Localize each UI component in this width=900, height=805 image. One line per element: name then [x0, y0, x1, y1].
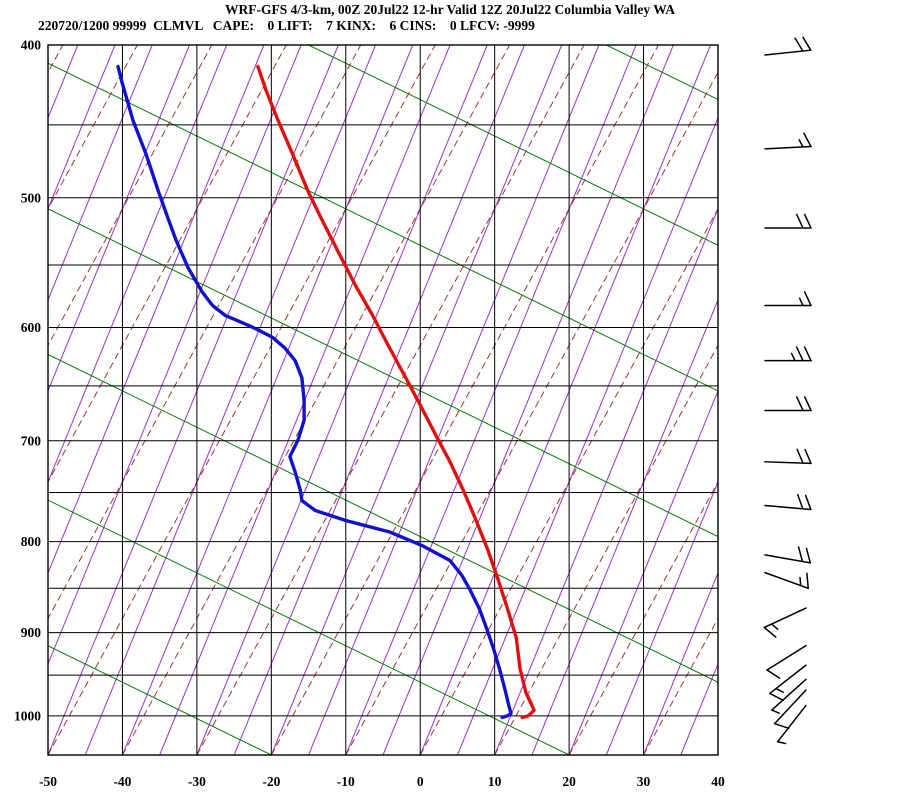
svg-text:10: 10: [488, 774, 502, 789]
plot-border: [47, 44, 719, 756]
dewpoint-trace: [116, 64, 513, 720]
wind-barbs: [763, 36, 812, 745]
svg-text:30: 30: [637, 774, 651, 789]
svg-text:-10: -10: [337, 774, 355, 789]
svg-text:400: 400: [21, 38, 42, 53]
svg-text:-20: -20: [262, 774, 280, 789]
dry-adiabat-lines: [48, 45, 718, 755]
temperature-gridlines: [47, 45, 719, 755]
svg-text:700: 700: [21, 433, 42, 448]
svg-text:800: 800: [21, 534, 42, 549]
svg-text:500: 500: [21, 190, 42, 205]
svg-text:900: 900: [21, 625, 42, 640]
svg-text:-40: -40: [113, 774, 131, 789]
svg-text:-50: -50: [39, 774, 57, 789]
svg-text:40: 40: [711, 774, 725, 789]
chart-title: WRF-GFS 4/3-km, 00Z 20Jul22 12-hr Valid …: [225, 2, 675, 17]
svg-text:20: 20: [562, 774, 576, 789]
isotherm-lines: [48, 45, 718, 755]
svg-text:600: 600: [21, 320, 42, 335]
moist-adiabat-lines: [48, 45, 718, 755]
temperature-trace: [256, 64, 536, 720]
temperature-axis-labels: -50 -40 -30 -20 -10 0 10 20 30 40: [39, 774, 725, 789]
pressure-gridlines: [48, 44, 718, 756]
svg-text:-30: -30: [188, 774, 206, 789]
chart-stability-indices: 220720/1200 99999 CLMVL CAPE: 0 LIFT: 7 …: [38, 18, 535, 33]
pressure-axis-labels: 400 500 600 700 800 900 1000: [14, 38, 41, 724]
svg-text:1000: 1000: [14, 708, 41, 723]
svg-text:0: 0: [417, 774, 424, 789]
